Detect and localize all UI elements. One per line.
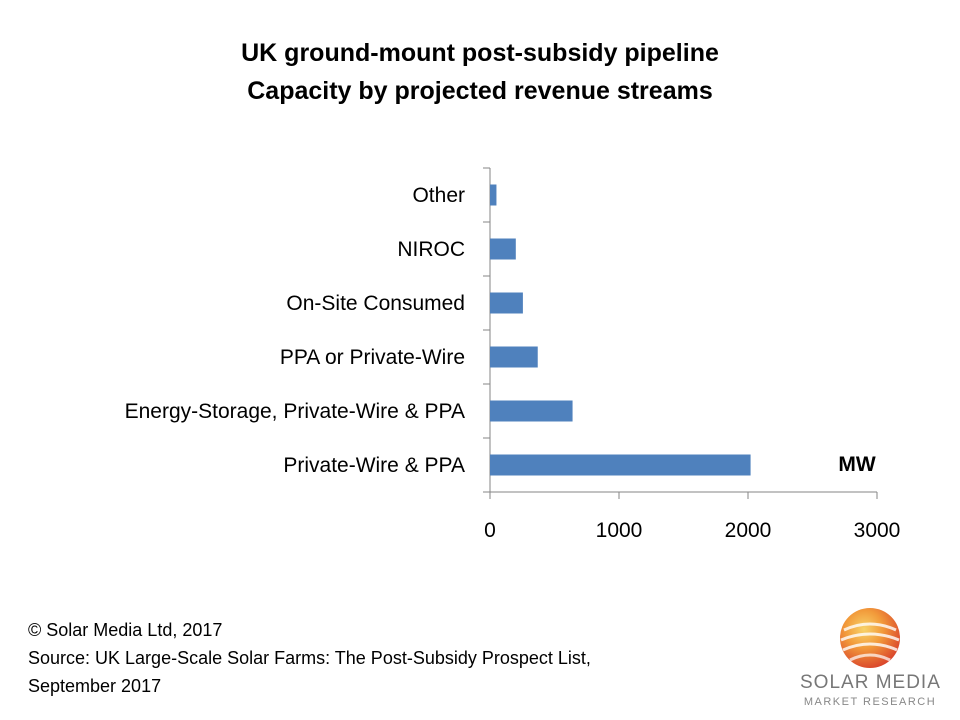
bar xyxy=(490,184,497,206)
copyright-text: © Solar Media Ltd, 2017 xyxy=(28,620,223,640)
category-label: PPA or Private-Wire xyxy=(280,346,465,369)
chart-title: UK ground-mount post-subsidy pipeline Ca… xyxy=(0,34,960,110)
bar xyxy=(490,454,751,476)
category-label: Energy-Storage, Private-Wire & PPA xyxy=(125,400,465,423)
bar xyxy=(490,346,538,368)
category-label: Private-Wire & PPA xyxy=(283,454,465,477)
source-text-line-1: Source: UK Large-Scale Solar Farms: The … xyxy=(28,648,591,668)
solar-media-logo: SOLAR MEDIA MARKET RESEARCH xyxy=(800,600,940,720)
x-tick-label: 1000 xyxy=(596,519,643,542)
category-label: NIROC xyxy=(397,238,465,261)
footer: © Solar Media Ltd, 2017 Source: UK Large… xyxy=(28,616,591,700)
globe-icon xyxy=(840,608,900,668)
x-tick-label: 2000 xyxy=(725,519,772,542)
category-label: Other xyxy=(412,184,465,207)
x-tick-label: 3000 xyxy=(854,519,901,542)
bar xyxy=(490,238,516,260)
logo-subtitle: MARKET RESEARCH xyxy=(803,696,937,708)
title-line-1: UK ground-mount post-subsidy pipeline xyxy=(241,39,719,67)
x-tick-label: 0 xyxy=(484,519,496,542)
logo-name: SOLAR MEDIA xyxy=(800,672,941,693)
unit-label: MW xyxy=(838,453,875,476)
title-line-2: Capacity by projected revenue streams xyxy=(247,77,713,105)
bar xyxy=(490,292,523,314)
source-text-line-2: September 2017 xyxy=(28,676,162,696)
bar xyxy=(490,400,573,422)
category-label: On-Site Consumed xyxy=(286,292,465,315)
